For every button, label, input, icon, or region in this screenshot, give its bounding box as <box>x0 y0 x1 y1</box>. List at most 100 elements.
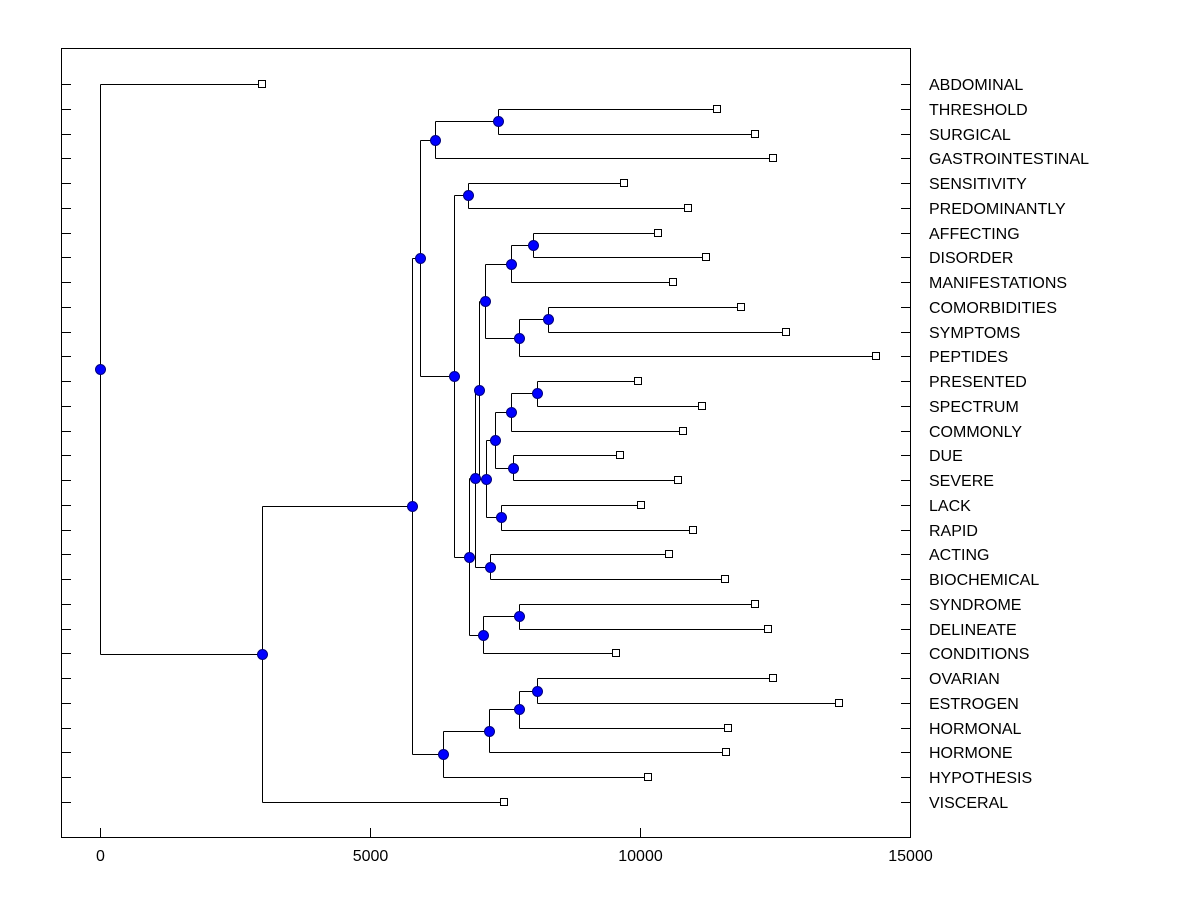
leaf-marker <box>751 600 759 608</box>
leaf-marker <box>679 427 687 435</box>
cluster-node <box>506 407 517 418</box>
cluster-node <box>532 388 543 399</box>
cluster-node <box>508 463 519 474</box>
cluster-node <box>438 749 449 760</box>
leaf-marker <box>634 377 642 385</box>
cluster-node <box>528 240 539 251</box>
leaf-marker <box>751 130 759 138</box>
leaf-marker <box>689 526 697 534</box>
leaf-marker <box>258 80 266 88</box>
x-tick-label: 5000 <box>353 848 389 865</box>
leaf-marker <box>665 550 673 558</box>
leaf-label: COMORBIDITIES <box>929 300 1057 317</box>
leaf-label: HORMONE <box>929 745 1013 762</box>
leaf-label: HYPOTHESIS <box>929 770 1032 787</box>
cluster-node <box>463 190 474 201</box>
leaf-label: MANIFESTATIONS <box>929 275 1067 292</box>
leaf-marker <box>872 352 880 360</box>
leaf-marker <box>620 179 628 187</box>
leaf-marker <box>637 501 645 509</box>
cluster-node <box>506 259 517 270</box>
cluster-node <box>481 474 492 485</box>
leaf-label: ESTROGEN <box>929 696 1019 713</box>
leaf-markers <box>258 80 880 806</box>
cluster-node <box>415 253 426 264</box>
leaf-label: SYMPTOMS <box>929 325 1020 342</box>
leaf-label: SEVERE <box>929 473 994 490</box>
cluster-node <box>532 686 543 697</box>
leaf-marker <box>674 476 682 484</box>
cluster-node <box>470 473 481 484</box>
x-tick-label: 15000 <box>888 848 933 865</box>
leaf-label: SYNDROME <box>929 597 1021 614</box>
leaf-marker <box>764 625 772 633</box>
leaf-label: COMMONLY <box>929 424 1022 441</box>
leaf-label: BIOCHEMICAL <box>929 572 1039 589</box>
leaf-marker <box>835 699 843 707</box>
cluster-node <box>464 552 475 563</box>
leaf-label: SENSITIVITY <box>929 176 1027 193</box>
leaf-marker <box>669 278 677 286</box>
leaf-marker <box>612 649 620 657</box>
leaf-label: VISCERAL <box>929 795 1008 812</box>
cluster-node <box>496 512 507 523</box>
leaf-label: LACK <box>929 498 971 515</box>
cluster-node <box>480 296 491 307</box>
x-tick-label: 0 <box>96 848 105 865</box>
leaf-label: DUE <box>929 448 963 465</box>
cluster-node <box>514 704 525 715</box>
leaf-marker <box>684 204 692 212</box>
cluster-node <box>449 371 460 382</box>
leaf-label: PREDOMINANTLY <box>929 201 1066 218</box>
cluster-node <box>478 630 489 641</box>
x-axis-ticks: 0 5000 10000 15000 <box>96 828 933 865</box>
leaf-label: PEPTIDES <box>929 349 1008 366</box>
leaf-label: ABDOMINAL <box>929 77 1023 94</box>
leaf-marker <box>724 724 732 732</box>
cluster-node <box>430 135 441 146</box>
plot-frame <box>61 48 911 838</box>
cluster-node <box>257 649 268 660</box>
leaf-label: SURGICAL <box>929 127 1011 144</box>
leaf-label: OVARIAN <box>929 671 1000 688</box>
leaf-marker <box>698 402 706 410</box>
leaf-label: ACTING <box>929 547 989 564</box>
cluster-node <box>484 726 495 737</box>
cluster-node <box>493 116 504 127</box>
cluster-node <box>407 501 418 512</box>
leaf-marker <box>737 303 745 311</box>
y-axis-ticks <box>62 84 910 803</box>
leaf-label: HORMONAL <box>929 721 1022 738</box>
leaf-marker <box>769 674 777 682</box>
leaf-label: PRESENTED <box>929 374 1027 391</box>
leaf-marker <box>654 229 662 237</box>
leaf-label: THRESHOLD <box>929 102 1028 119</box>
cluster-node <box>543 314 554 325</box>
leaf-label: RAPID <box>929 523 978 540</box>
cluster-node <box>514 333 525 344</box>
cluster-node <box>95 364 106 375</box>
x-tick-label: 10000 <box>618 848 663 865</box>
leaf-label: DELINEATE <box>929 622 1017 639</box>
leaf-marker <box>616 451 624 459</box>
cluster-node <box>485 562 496 573</box>
cluster-node <box>490 435 501 446</box>
leaf-marker <box>644 773 652 781</box>
leaf-labels: ABDOMINAL THRESHOLD SURGICAL GASTROINTESTIN… <box>929 77 1089 812</box>
cluster-node <box>474 385 485 396</box>
leaf-marker <box>713 105 721 113</box>
leaf-marker <box>782 328 790 336</box>
dendrogram-links <box>100 84 877 803</box>
leaf-marker <box>721 575 729 583</box>
leaf-label: AFFECTING <box>929 226 1020 243</box>
leaf-marker <box>702 253 710 261</box>
leaf-label: CONDITIONS <box>929 646 1029 663</box>
leaf-label: SPECTRUM <box>929 399 1019 416</box>
leaf-label: GASTROINTESTINAL <box>929 151 1089 168</box>
node-markers <box>95 116 554 760</box>
leaf-marker <box>500 798 508 806</box>
leaf-marker <box>769 154 777 162</box>
leaf-label: DISORDER <box>929 250 1013 267</box>
leaf-marker <box>722 748 730 756</box>
